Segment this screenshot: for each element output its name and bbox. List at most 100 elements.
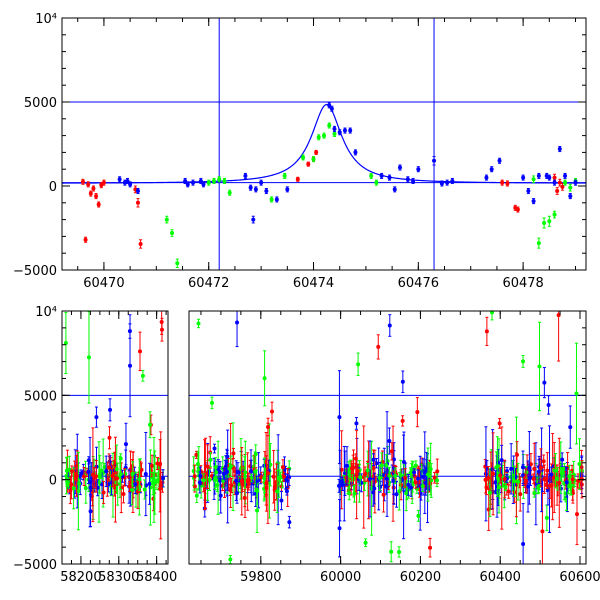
data-point	[253, 469, 258, 474]
data-point	[150, 463, 155, 468]
data-point	[198, 473, 203, 478]
data-point	[94, 474, 99, 479]
data-point	[285, 187, 290, 192]
data-point	[123, 442, 128, 447]
data-point	[374, 180, 379, 185]
segment-plot-area	[189, 311, 586, 564]
y-tick-label: 0	[49, 474, 57, 489]
data-point	[531, 476, 536, 481]
data-point	[77, 481, 82, 486]
data-point	[158, 483, 163, 488]
data-point	[86, 355, 91, 360]
data-point	[211, 178, 216, 183]
data-point	[397, 165, 402, 170]
data-point	[411, 178, 416, 183]
data-point	[542, 380, 547, 385]
y-tick-label: −5000	[13, 264, 57, 279]
data-point	[568, 425, 573, 430]
data-point	[74, 473, 79, 478]
data-point	[90, 472, 95, 477]
data-point	[88, 191, 93, 196]
data-point	[387, 175, 392, 180]
data-point	[130, 471, 135, 476]
data-point	[575, 512, 580, 517]
data-point	[532, 490, 537, 495]
data-point	[384, 463, 389, 468]
data-point	[159, 327, 164, 332]
data-point	[528, 462, 533, 467]
data-point	[127, 484, 132, 489]
data-point	[194, 493, 199, 498]
data-point	[369, 173, 374, 178]
data-point	[547, 219, 552, 224]
data-point	[242, 495, 247, 500]
data-point	[94, 415, 99, 420]
data-point	[83, 237, 88, 242]
data-point	[544, 515, 549, 520]
data-point	[347, 491, 352, 496]
data-point	[354, 472, 359, 477]
data-point	[246, 482, 251, 487]
data-point	[282, 173, 287, 178]
data-point	[392, 187, 397, 192]
data-point	[114, 480, 119, 485]
data-point	[240, 481, 245, 486]
data-point	[337, 415, 342, 420]
data-point	[387, 474, 392, 479]
data-point	[340, 482, 345, 487]
x-tick-label: 60600	[559, 570, 600, 585]
x-tick-label: 60476	[398, 276, 439, 291]
data-point	[523, 478, 528, 483]
data-point	[195, 462, 200, 467]
data-point	[121, 491, 126, 496]
data-point	[196, 321, 201, 326]
data-point	[379, 463, 384, 468]
top-frame	[61, 17, 587, 271]
data-point	[222, 178, 227, 183]
data-point	[80, 179, 85, 184]
data-point	[500, 180, 505, 185]
data-point	[316, 135, 321, 140]
data-point	[380, 459, 385, 464]
data-point	[221, 478, 226, 483]
data-point	[509, 466, 514, 471]
data-point	[142, 487, 147, 492]
data-point	[527, 465, 532, 470]
data-point	[228, 557, 233, 562]
data-point	[76, 489, 81, 494]
data-point	[301, 155, 306, 160]
data-point	[406, 482, 411, 487]
x-tick-label: 58200	[60, 570, 101, 585]
data-point	[94, 194, 99, 199]
data-point	[348, 128, 353, 133]
data-point	[306, 162, 311, 167]
data-point	[191, 180, 195, 185]
data-point	[68, 488, 73, 493]
data-point	[389, 549, 394, 554]
data-point	[557, 147, 562, 152]
data-point	[314, 150, 319, 155]
data-point	[264, 485, 269, 490]
data-point	[374, 461, 379, 466]
data-point	[287, 520, 292, 525]
data-point	[538, 465, 543, 470]
data-point	[137, 477, 142, 482]
data-point	[322, 133, 326, 138]
data-point	[271, 474, 276, 479]
data-point	[521, 175, 526, 180]
data-point	[158, 461, 163, 466]
data-point	[86, 469, 91, 474]
data-point	[284, 489, 289, 494]
data-point	[235, 470, 240, 475]
data-point	[125, 178, 130, 183]
data-point	[545, 468, 550, 473]
data-point	[88, 509, 93, 514]
data-point	[281, 474, 286, 479]
data-point	[101, 490, 106, 495]
data-point	[274, 197, 279, 202]
data-point	[394, 492, 399, 497]
y-tick-label: 10⁴	[35, 305, 57, 320]
data-point	[117, 177, 122, 182]
data-point	[570, 477, 575, 482]
y-tick-label: −5000	[13, 558, 57, 573]
